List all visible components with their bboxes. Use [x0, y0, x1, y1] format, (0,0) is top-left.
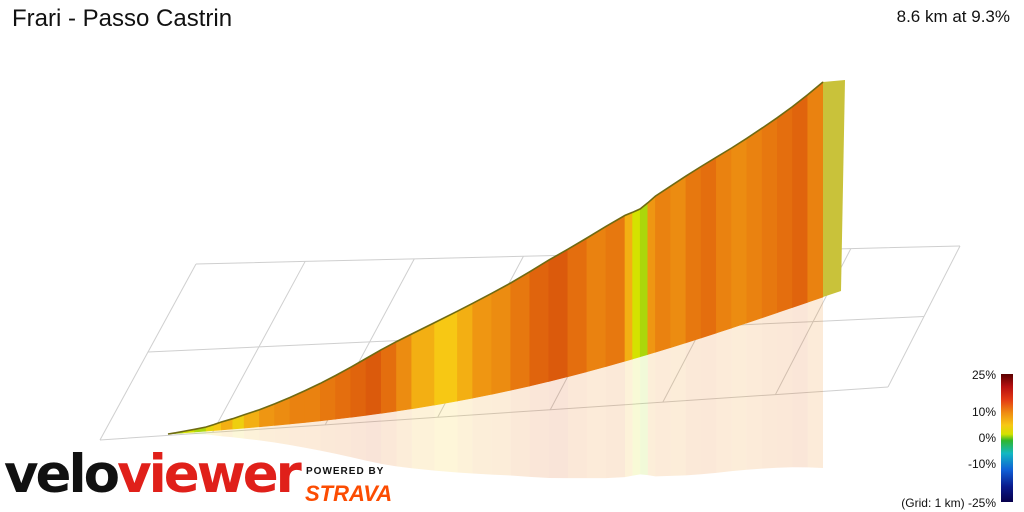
- profile-segment: [647, 195, 656, 355]
- legend-label-minus-10: -10%: [967, 457, 996, 471]
- legend-label-25: 25%: [971, 368, 996, 382]
- profile-segment: [365, 349, 382, 416]
- reflection-segment: [213, 429, 222, 437]
- reflection-segment: [381, 411, 397, 467]
- profile-segment: [510, 271, 531, 391]
- reflection-segment: [305, 420, 321, 451]
- reflection-segment: [548, 376, 568, 479]
- reflection-segment: [244, 426, 260, 441]
- profile-segment: [716, 147, 732, 334]
- reflection-segment: [320, 419, 336, 454]
- reflection-segment: [655, 347, 671, 477]
- grid-line-col-7: [887, 245, 961, 388]
- legend-label-10: 10%: [971, 405, 996, 419]
- profile-segment: [807, 81, 824, 303]
- profile-segment: [567, 237, 588, 378]
- reflection-segment: [567, 371, 587, 479]
- reflection-segment: [457, 398, 473, 474]
- profile-segment: [529, 259, 550, 387]
- grid-note: (Grid: 1 km): [901, 496, 965, 510]
- profile-segment: [777, 105, 793, 314]
- profile-segment: [380, 341, 397, 414]
- reflection-segment: [701, 333, 717, 475]
- reflection-segment: [640, 354, 648, 476]
- legend-label-0: 0%: [978, 431, 996, 445]
- reflection-segment: [632, 356, 641, 476]
- profile-segment: [457, 302, 473, 402]
- reflection-segment: [396, 408, 412, 469]
- profile-segment: [746, 127, 763, 324]
- profile-wall: [167, 80, 845, 435]
- legend-label-minus-25: (Grid: 1 km) -25%: [901, 496, 996, 510]
- logo-velo: velo: [4, 444, 120, 505]
- reflection-segment: [411, 405, 435, 471]
- profile-segment: [491, 282, 512, 395]
- profile-segment: [605, 214, 626, 367]
- profile-segment: [792, 93, 809, 308]
- profile-segment: [632, 208, 641, 360]
- reflection-segment: [746, 317, 763, 470]
- profile-segment: [700, 156, 717, 339]
- route-title: Frari - Passo Castrin: [12, 5, 233, 32]
- reflection-segment: [670, 342, 686, 476]
- reflection-segment: [685, 337, 702, 476]
- logo-viewer: viewer: [117, 444, 302, 505]
- reflection-segment: [434, 400, 458, 473]
- reflection-segment: [491, 390, 511, 476]
- profile-segment: [396, 333, 413, 412]
- grid-line-col-1: [212, 261, 306, 433]
- grid-line-col-0: [99, 263, 197, 441]
- profile-segment: [548, 248, 569, 382]
- reflection-segment: [762, 312, 778, 469]
- profile-segment: [586, 225, 607, 373]
- veloviewer-logo[interactable]: veloviewer: [4, 448, 302, 501]
- reflection-segment: [807, 297, 823, 468]
- reflection-segment: [731, 322, 747, 472]
- profile-reflection: [168, 297, 823, 479]
- reflection-segment: [716, 328, 732, 473]
- reflection-segment: [777, 307, 793, 468]
- reflection-segment: [335, 417, 351, 458]
- reflection-segment: [586, 366, 606, 479]
- strava-logo[interactable]: STRAVA: [305, 481, 393, 506]
- reflection-segment: [289, 422, 306, 448]
- profile-segment: [670, 175, 687, 348]
- reflection-segment: [472, 394, 492, 475]
- reflection-segment: [259, 425, 275, 443]
- route-summary: 8.6 km at 9.3%: [896, 7, 1010, 26]
- powered-by-label: POWERED BY: [306, 466, 385, 477]
- gradient-legend: 25% 10% 0% -10% (Grid: 1 km) -25%: [900, 368, 1024, 512]
- reflection-segment: [510, 385, 530, 477]
- profile-segment: [434, 310, 458, 406]
- profile-segment: [274, 397, 291, 426]
- reflection-segment: [624, 358, 633, 478]
- reflection-segment: [647, 352, 656, 477]
- reflection-segment: [605, 361, 625, 479]
- profile-end-cap: [823, 80, 845, 297]
- reflection-segment: [274, 423, 290, 446]
- grid-line-row-0: [99, 386, 889, 441]
- reflection-segment: [206, 430, 214, 436]
- profile-segment: [411, 322, 435, 410]
- legend-label-minus-25-value: -25%: [967, 496, 996, 510]
- gradient-color-bar: [1001, 374, 1013, 502]
- reflection-segment: [792, 302, 808, 468]
- profile-segment: [761, 117, 778, 319]
- profile-segment: [624, 211, 633, 362]
- reflection-segment: [350, 415, 367, 461]
- reflection-segment: [366, 413, 382, 464]
- profile-segment: [350, 357, 367, 418]
- reflection-segment: [232, 428, 245, 439]
- profile-segment: [639, 202, 649, 358]
- reflection-segment: [221, 429, 233, 438]
- reflection-segment: [183, 431, 195, 435]
- profile-top-edge: [167, 81, 824, 435]
- profile-segment: [731, 137, 748, 329]
- reflection-segment: [529, 381, 549, 478]
- profile-segment: [685, 165, 702, 344]
- profile-segment: [472, 292, 492, 399]
- profile-segment: [655, 185, 671, 353]
